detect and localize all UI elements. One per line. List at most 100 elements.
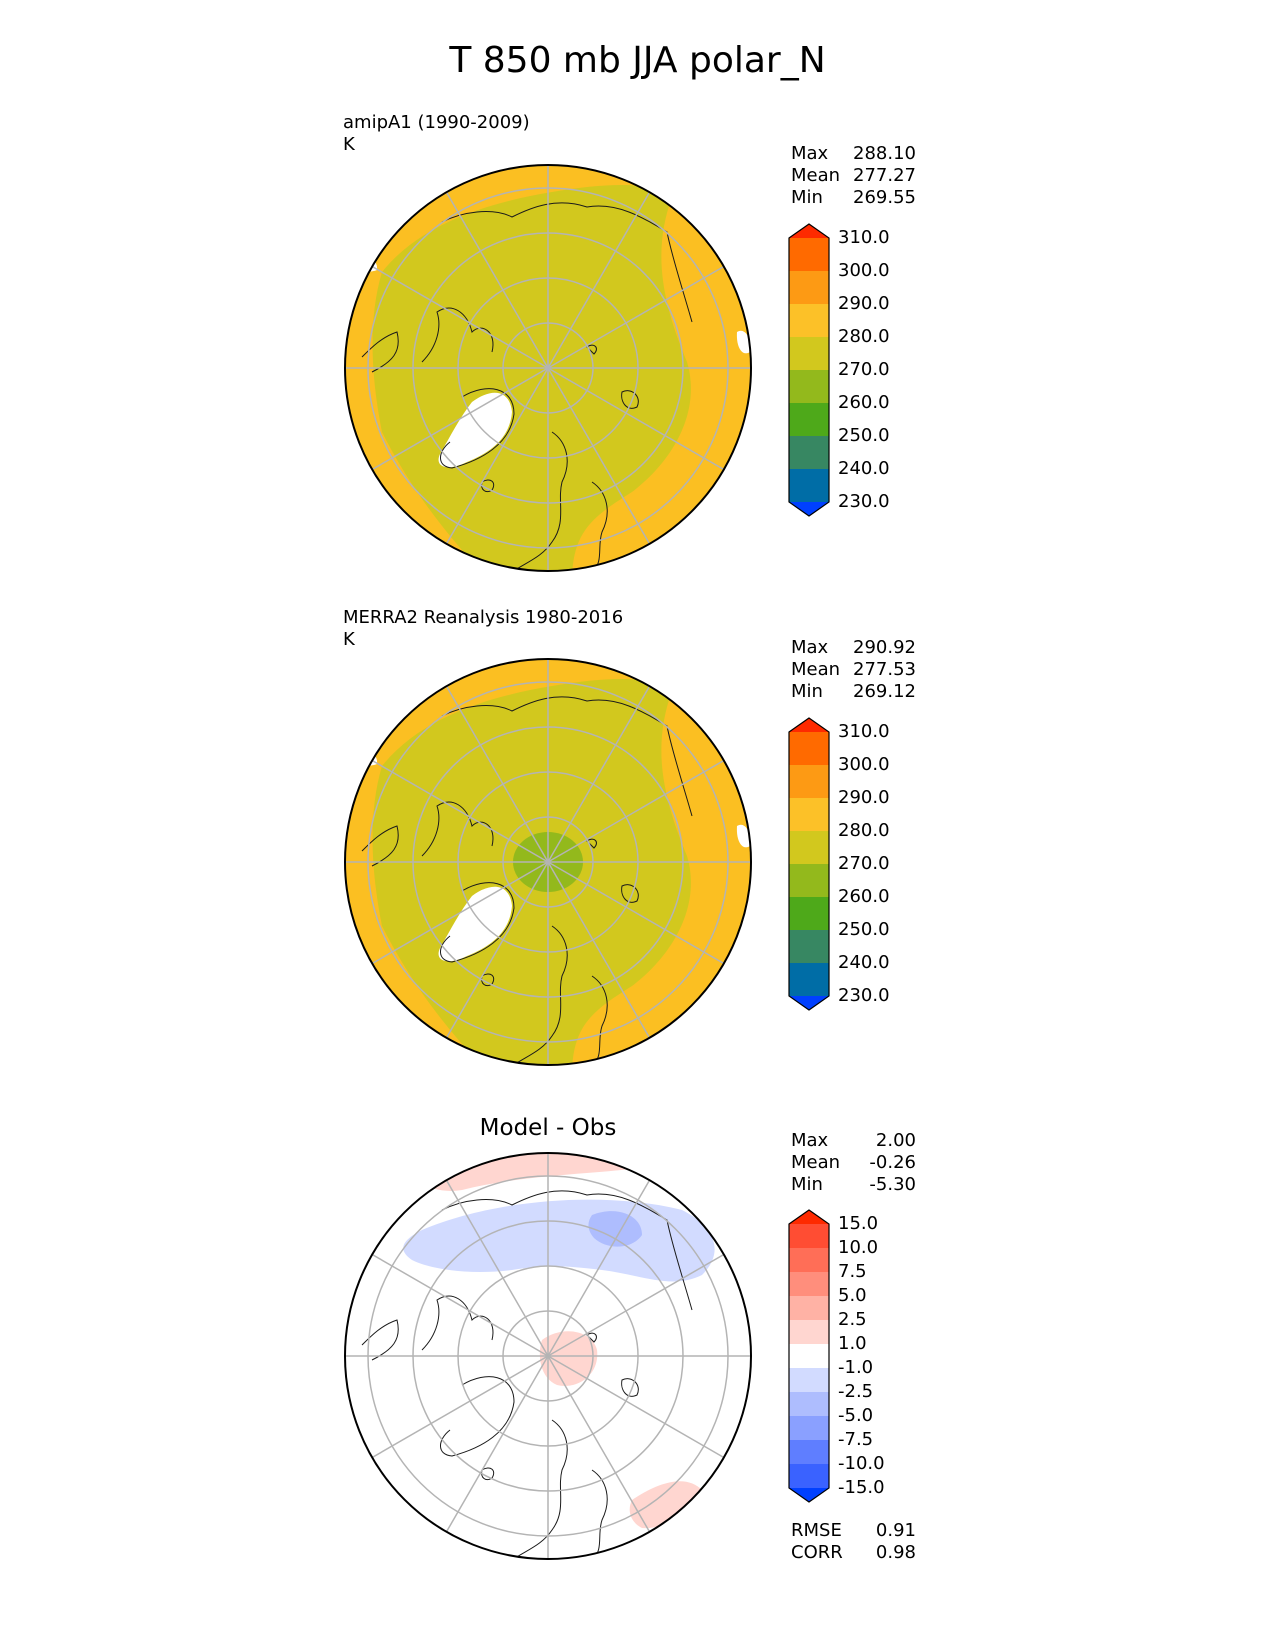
colorbar-extend-bottom	[789, 1488, 829, 1502]
colorbar-tick-label: -7.5	[838, 1429, 874, 1450]
colorbar-segment	[789, 1368, 829, 1393]
colorbar-tick-label: 1.0	[838, 1333, 867, 1354]
diff-negative-region-strong	[588, 1211, 642, 1247]
meridian-line	[371, 265, 549, 369]
coastline	[481, 479, 495, 493]
coastline	[441, 1190, 693, 1311]
colorbar-tick-label: 280.0	[838, 326, 890, 347]
colorbar-tick-label: -2.5	[838, 1381, 874, 1402]
map-boundary	[344, 1152, 752, 1560]
colorbar-segment	[789, 831, 829, 865]
coastline	[591, 975, 608, 1065]
colorbar-segment	[789, 963, 829, 997]
coastline	[361, 1319, 399, 1361]
colorbar-tick-label: 230.0	[838, 491, 890, 512]
meridian-line	[371, 367, 549, 471]
meridian-line	[547, 367, 725, 471]
stat-name: Min	[791, 681, 823, 702]
meridian-line	[445, 1355, 549, 1533]
coastline	[621, 390, 639, 409]
coastline	[421, 307, 494, 363]
stat-value: -5.30	[869, 1174, 916, 1195]
metric-name: CORR	[791, 1542, 843, 1563]
colorbar-tick-label: 5.0	[838, 1285, 867, 1306]
meridian-line	[445, 861, 549, 1039]
diff-negative-region	[403, 1199, 715, 1282]
coastline	[621, 1378, 639, 1397]
colorbar-segment	[789, 271, 829, 305]
diff-title: Model - Obs	[479, 1115, 617, 1141]
colorbar-segment	[789, 1320, 829, 1345]
stat-name: Mean	[791, 659, 841, 680]
meridian-line	[371, 861, 549, 965]
stat-value: 288.10	[853, 143, 916, 164]
colorbar-segment	[789, 238, 829, 272]
stat-name: Min	[791, 187, 823, 208]
colorbar-tick-label: 240.0	[838, 952, 890, 973]
colorbar-tick-label: 230.0	[838, 985, 890, 1006]
meridian-line	[547, 191, 651, 369]
coastline	[421, 801, 494, 857]
colorbar-segment	[789, 304, 829, 338]
metric-value: 0.98	[875, 1542, 916, 1563]
colorbar-extend-top	[789, 224, 829, 238]
stat-name: Mean	[791, 165, 841, 186]
colorbar-extend-bottom	[789, 502, 829, 516]
colorbar-tick-label: -1.0	[838, 1357, 874, 1378]
colorbar-segment	[789, 1464, 829, 1489]
diff-metrics: RMSE 0.91 CORR 0.98	[791, 1520, 916, 1564]
colorbar-tick-label: -15.0	[838, 1477, 885, 1498]
colorbar-segment	[789, 732, 829, 766]
colorbar-extend-top	[789, 718, 829, 732]
meridian-line	[371, 1253, 549, 1357]
stat-value: 269.12	[853, 681, 916, 702]
stat-value: -0.26	[869, 1152, 916, 1173]
stat-value: 2.00	[875, 1130, 916, 1151]
coastline	[621, 884, 639, 903]
stat-mean: Mean 277.53	[791, 659, 916, 681]
colorbar-segment	[789, 1272, 829, 1297]
colorbar-segment	[789, 403, 829, 437]
coastline	[586, 838, 597, 849]
stat-max: Max 2.00	[791, 1130, 916, 1152]
colorbar-outline	[788, 717, 830, 1011]
colorbar-tick-label: 300.0	[838, 754, 890, 775]
colorbar-tick-label: 310.0	[838, 721, 890, 742]
colorbar-segment	[789, 1392, 829, 1417]
colorbar-extend-top	[789, 1210, 829, 1224]
colorbar-segment	[789, 337, 829, 371]
coastline	[591, 1469, 608, 1559]
colorbar-segment	[789, 798, 829, 832]
colorbar-extend-bottom	[789, 996, 829, 1010]
model-colorbar	[788, 223, 830, 517]
stat-value: 277.27	[853, 165, 916, 186]
colorbar-tick-label: -10.0	[838, 1453, 885, 1474]
diff-colorbar	[788, 1209, 830, 1503]
obs-polar-map	[344, 658, 752, 1066]
stat-min: Min 269.55	[791, 187, 916, 209]
stat-max: Max 288.10	[791, 143, 916, 165]
map-boundary	[344, 658, 752, 1066]
stat-mean: Mean -0.26	[791, 1152, 916, 1174]
model-stats: Max 288.10 Mean 277.27 Min 269.55	[791, 143, 916, 209]
meridian-line	[445, 685, 549, 863]
colorbar-tick-label: 250.0	[838, 919, 890, 940]
obs-colorbar	[788, 717, 830, 1011]
stat-min: Min -5.30	[791, 1174, 916, 1196]
metric-rmse: RMSE 0.91	[791, 1520, 916, 1542]
meridian-line	[547, 1355, 725, 1459]
meridian-line	[547, 861, 725, 965]
coastline	[511, 1419, 568, 1559]
stat-value: 277.53	[853, 659, 916, 680]
colorbar-outline	[788, 223, 830, 517]
meridian-line	[445, 367, 549, 545]
colorbar-tick-label: 260.0	[838, 392, 890, 413]
coastline	[591, 481, 608, 571]
coastline	[361, 825, 399, 867]
diff-colorbar-ticks: 15.0 10.0 7.5 5.0 2.5 1.0 -1.0 -2.5 -5.0 -7.5 -10.…	[838, 1208, 918, 1504]
meridian-line	[371, 1355, 549, 1459]
colorbar-tick-label: 290.0	[838, 293, 890, 314]
obs-units: K	[343, 629, 355, 650]
missing-data-greenland	[438, 886, 512, 962]
colorbar-tick-label: 300.0	[838, 260, 890, 281]
